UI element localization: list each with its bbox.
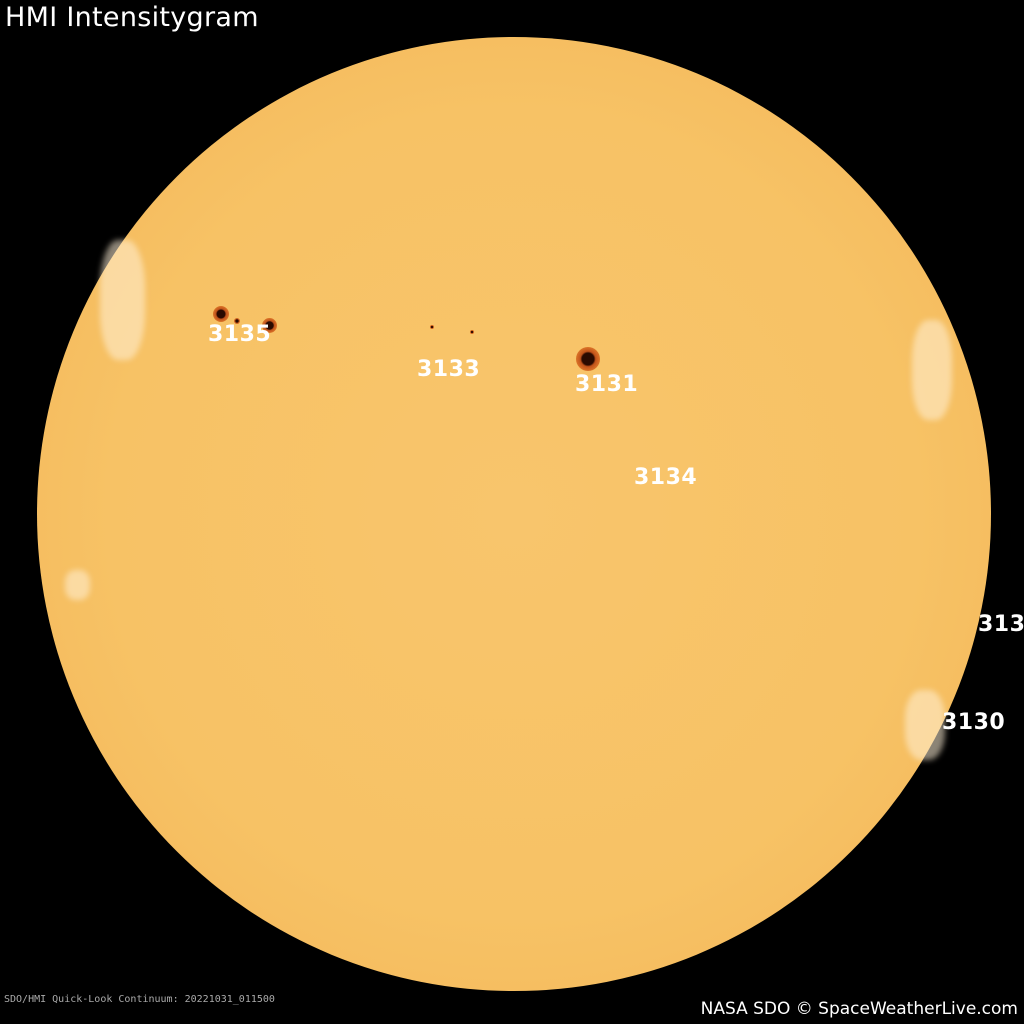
observation-caption: SDO/HMI Quick-Look Continuum: 20221031_0… (4, 994, 275, 1005)
sunspot (213, 306, 229, 322)
region-label-3131: 3131 (575, 372, 639, 397)
sunspot (430, 325, 434, 329)
facula-region (912, 320, 952, 420)
credit-text: NASA SDO © SpaceWeatherLive.com (700, 999, 1018, 1019)
region-label-3134: 3134 (634, 465, 698, 490)
region-label-3130: 3130 (942, 710, 1006, 735)
sunspot (262, 318, 277, 333)
sunspot (234, 318, 240, 324)
region-label-3133: 3133 (417, 357, 481, 382)
facula-region (905, 690, 945, 760)
image-title: HMI Intensitygram (5, 2, 259, 33)
region-label-3132: 3132 (978, 612, 1024, 637)
facula-region (65, 570, 90, 600)
region-label-3135: 3135 (208, 322, 272, 347)
sunspot (470, 330, 474, 334)
solar-disk (37, 37, 991, 991)
sunspot (576, 347, 600, 371)
facula-region (100, 240, 145, 360)
